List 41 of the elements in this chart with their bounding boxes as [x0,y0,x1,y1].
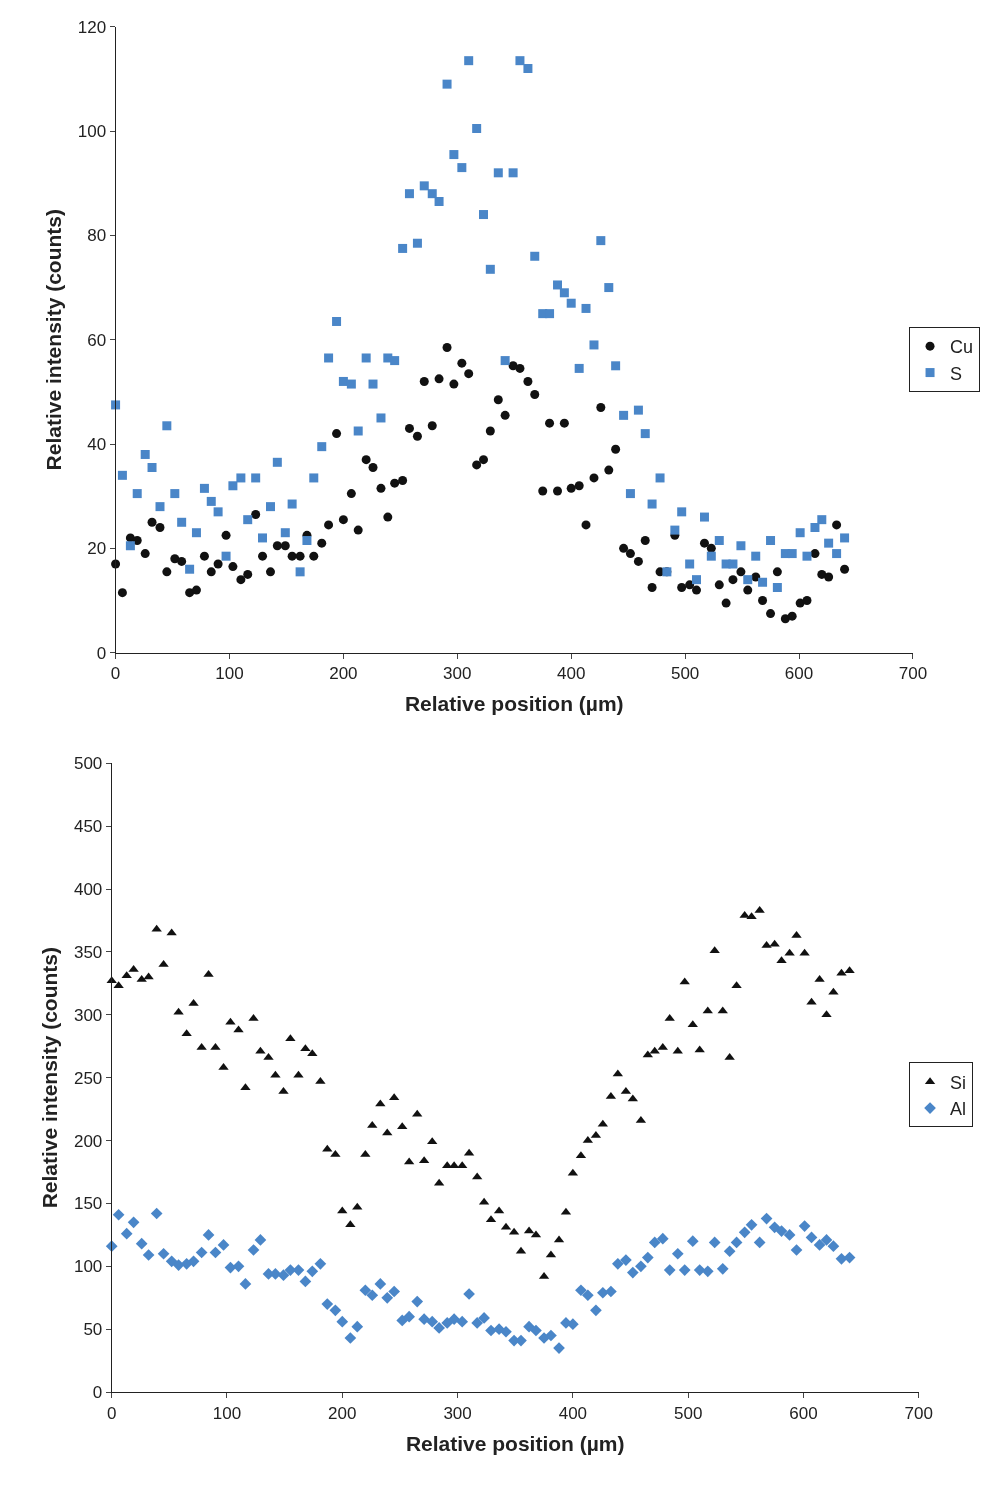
x-tick-label: 100 [215,664,244,684]
x-axis-title: Relative position (µm) [404,692,624,716]
x-tick-label: 300 [443,664,472,684]
x-tick-label: 500 [673,1403,703,1423]
legend-label: Cu [950,337,974,358]
y-tick-label: 400 [73,879,103,899]
x-tick-label: 400 [558,1403,588,1423]
y-tick-label: 20 [87,539,107,559]
y-tick-label: 50 [83,1320,103,1340]
y-tick-label: 450 [73,817,103,837]
y-axis-title: Relative intensity (counts) [41,209,65,471]
y-tick-label: 200 [73,1131,103,1151]
y-tick-label: 0 [92,1383,103,1403]
y-tick-label: 0 [96,643,107,663]
x-tick-label: 700 [898,664,928,684]
y-tick-label: 350 [73,942,103,962]
x-tick-label: 300 [443,1403,472,1423]
y-tick-label: 120 [77,17,107,37]
y-tick-label: 500 [73,754,103,774]
y-tick-label: 100 [73,1257,103,1277]
y-tick-label: 100 [77,122,107,142]
x-tick-label: 700 [904,1403,933,1423]
y-tick-label: 150 [73,1194,103,1214]
x-axis-title: Relative position (µm) [405,1431,625,1455]
y-tick-label: 250 [73,1068,103,1088]
y-tick-label: 40 [87,434,107,454]
x-tick-label: 600 [789,1403,818,1423]
x-tick-label: 200 [329,664,358,684]
y-tick-label: 80 [87,226,107,246]
y-tick-label: 300 [73,1005,103,1025]
x-tick-label: 500 [670,664,700,684]
legend-label: Si [950,1072,967,1093]
y-axis-title: Relative intensity (counts) [38,946,62,1209]
x-tick-label: 100 [212,1403,242,1423]
x-tick-label: 200 [328,1403,357,1423]
x-tick-label: 400 [557,664,586,684]
legend-label: S [950,363,963,384]
y-tick-label: 60 [87,330,107,350]
x-tick-label: 0 [110,664,121,684]
legend-label: Al [950,1099,967,1120]
x-tick-label: 600 [784,664,814,684]
